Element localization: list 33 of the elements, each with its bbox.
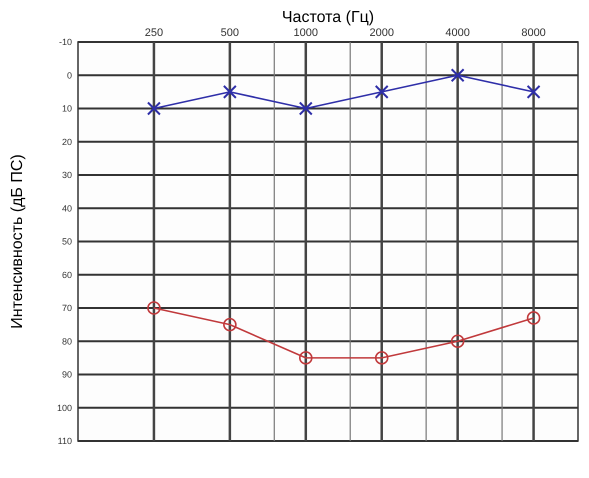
y-tick-label: 20 bbox=[62, 136, 72, 147]
point bbox=[298, 351, 313, 365]
y-tick-label: 50 bbox=[62, 236, 72, 247]
x-axis-title: Частота (Гц) bbox=[282, 9, 374, 26]
y-tick-label: -10 bbox=[58, 37, 72, 48]
y-tick-label: 0 bbox=[66, 70, 72, 80]
point bbox=[450, 334, 464, 348]
y-tick-label: 110 bbox=[58, 436, 72, 446]
x-tick-label: 2000 bbox=[369, 27, 394, 39]
point bbox=[147, 301, 161, 315]
y-tick-label: 90 bbox=[62, 370, 72, 380]
point bbox=[374, 351, 389, 365]
y-tick-label: 70 bbox=[62, 303, 72, 314]
y-tick-label: 100 bbox=[56, 402, 72, 413]
point bbox=[298, 102, 313, 116]
x-tick-label: 4000 bbox=[445, 27, 470, 39]
y-tick-label: 10 bbox=[62, 104, 72, 114]
x-tick-label: 250 bbox=[144, 27, 164, 39]
x-tick-label: 8000 bbox=[521, 27, 546, 39]
y-axis-title: Интенсивность (дБ ПС) bbox=[9, 154, 26, 329]
point bbox=[374, 84, 389, 99]
point bbox=[526, 84, 541, 99]
point bbox=[526, 311, 540, 325]
y-tick-label: 60 bbox=[62, 270, 72, 280]
point bbox=[146, 102, 161, 116]
point bbox=[222, 84, 237, 99]
x-tick-label: 1000 bbox=[294, 27, 318, 39]
y-tick-label: 80 bbox=[62, 336, 72, 346]
y-tick-label: 30 bbox=[62, 170, 72, 180]
point bbox=[450, 68, 465, 82]
y-tick-label: 40 bbox=[62, 203, 72, 214]
point bbox=[223, 318, 237, 332]
x-tick-label: 500 bbox=[220, 27, 240, 39]
